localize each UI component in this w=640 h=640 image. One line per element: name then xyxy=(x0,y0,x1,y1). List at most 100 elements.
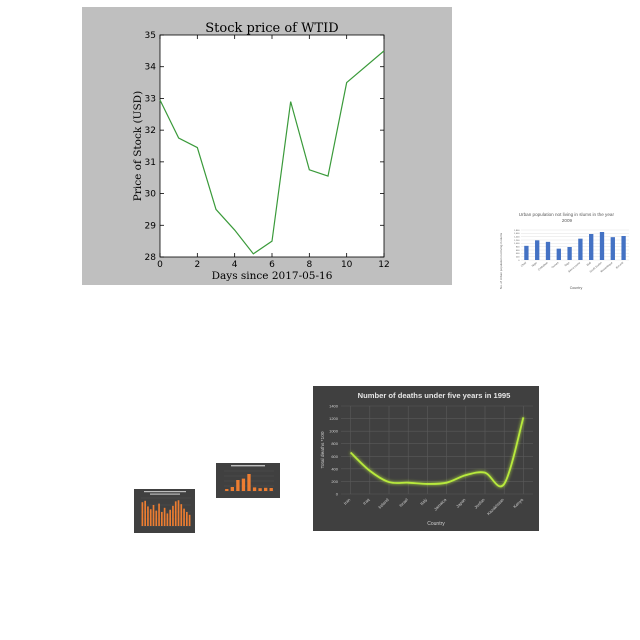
bar xyxy=(166,513,169,526)
x-tick-label: Niger xyxy=(531,261,538,268)
y-tick-label: 1,800 xyxy=(514,230,520,232)
y-tick-label: 600 xyxy=(331,454,338,459)
y-axis-label: Total deaths *100 xyxy=(320,431,326,468)
x-tick-label: 12 xyxy=(378,260,389,270)
y-tick-label: 29 xyxy=(145,221,157,231)
y-tick-label: 400 xyxy=(516,253,520,255)
chart-title: Urban population not living in slums in … xyxy=(519,212,616,223)
urban-population-chart: Urban population not living in slums in … xyxy=(497,206,633,292)
bar xyxy=(610,237,615,260)
y-tick-label: 800 xyxy=(331,441,338,446)
y-tick-label: 200 xyxy=(516,256,520,258)
x-tick-label: Israel xyxy=(398,497,409,508)
bar xyxy=(241,478,246,491)
title-line-1: Urban population not living in slums in … xyxy=(519,212,615,217)
title-line-2: 2009 xyxy=(562,218,573,223)
bar xyxy=(535,240,540,260)
y-tick-label: 400 xyxy=(331,466,338,471)
y-tick-label: 1,400 xyxy=(514,236,520,238)
y-tick-label: 0 xyxy=(518,260,520,262)
bar xyxy=(247,474,251,491)
electricity-chart-svg xyxy=(216,463,280,498)
y-axis-label: No. of Urban population not living in sl… xyxy=(499,232,503,289)
y-axis-label: Price of Stock (USD) xyxy=(132,91,144,201)
y-tick-label: 33 xyxy=(145,94,156,104)
y-tick-label: 1000 xyxy=(329,429,339,434)
x-tick-label: Mali xyxy=(586,260,593,266)
y-tick-label: 31 xyxy=(145,158,156,168)
bar xyxy=(578,238,583,260)
chart-background xyxy=(313,386,539,531)
x-axis-label: Days since 2017-05-16 xyxy=(212,270,333,282)
bar xyxy=(152,505,155,526)
y-tick-label: 1200 xyxy=(329,416,339,421)
chart-background xyxy=(497,206,633,292)
bar xyxy=(264,487,268,491)
immunization-chart-svg xyxy=(134,489,195,533)
x-tick-label: 0 xyxy=(157,260,163,270)
bar xyxy=(161,512,163,526)
x-tick-label: Guinea xyxy=(550,260,559,269)
x-tick-label: 6 xyxy=(269,260,275,270)
x-axis-label: Country xyxy=(427,521,445,527)
plot-area xyxy=(159,34,385,258)
x-tick-label: 8 xyxy=(306,260,312,270)
y-tick-label: 600 xyxy=(516,250,520,252)
y-tick-label: 200 xyxy=(331,479,338,484)
y-tick-label: 1,000 xyxy=(514,243,520,245)
bar xyxy=(524,245,529,260)
bar xyxy=(556,248,561,260)
x-tick-label: Burundi xyxy=(615,260,625,269)
bar xyxy=(141,502,144,526)
deaths-under-five-svg: Number of deaths under five years in 199… xyxy=(313,386,539,531)
urban-population-svg: Urban population not living in slums in … xyxy=(497,206,633,292)
y-tick-label: 28 xyxy=(145,253,157,263)
bar xyxy=(621,236,626,260)
x-tick-label: Chad xyxy=(520,260,528,267)
bar xyxy=(225,489,229,491)
bar xyxy=(186,512,188,526)
bar xyxy=(188,514,191,526)
y-tick-label: 34 xyxy=(145,63,157,73)
y-tick-label: 0 xyxy=(336,492,339,497)
bar xyxy=(269,488,273,491)
y-tick-label: 1,200 xyxy=(514,240,520,242)
x-tick-label: Iran xyxy=(343,497,352,506)
x-tick-label: Iraq xyxy=(362,497,371,506)
x-tick-label: 2 xyxy=(194,260,200,270)
stock-price-chart: Stock price of WTID Days since 2017-05-1… xyxy=(82,7,452,285)
x-tick-label: Italy xyxy=(419,497,429,507)
y-tick-label: 1400 xyxy=(329,404,339,409)
bar xyxy=(144,500,146,526)
bar xyxy=(149,509,152,526)
x-axis-label: Country xyxy=(570,286,583,290)
bar xyxy=(169,509,171,526)
bar xyxy=(174,501,177,526)
bar xyxy=(158,503,160,526)
bar xyxy=(545,241,551,260)
immunization-chart-thumbnail xyxy=(134,489,195,533)
bar xyxy=(599,232,605,260)
deaths-under-five-chart: Number of deaths under five years in 199… xyxy=(313,386,539,531)
bar xyxy=(567,247,572,260)
x-tick-label: 4 xyxy=(232,260,238,270)
stock-price-svg: Stock price of WTID Days since 2017-05-1… xyxy=(82,7,452,285)
title-text-glyph xyxy=(144,491,186,493)
deaths-line xyxy=(349,417,525,488)
y-tick-label: 1,600 xyxy=(514,233,520,235)
bar xyxy=(177,500,180,526)
price-line xyxy=(159,50,385,255)
y-tick-label: 32 xyxy=(145,126,156,136)
chart-title: Stock price of WTID xyxy=(205,21,338,36)
bar xyxy=(155,510,158,526)
y-tick-label: 800 xyxy=(516,246,520,248)
bar xyxy=(589,234,594,260)
chart-title: Number of deaths under five years in 199… xyxy=(358,391,512,400)
bar xyxy=(258,488,262,491)
bar xyxy=(252,487,257,491)
bar xyxy=(172,505,174,526)
x-tick-label: Togo xyxy=(563,260,570,267)
bar xyxy=(230,487,234,491)
x-tick-label: Zimbabwe xyxy=(537,260,549,271)
bar xyxy=(180,504,183,526)
